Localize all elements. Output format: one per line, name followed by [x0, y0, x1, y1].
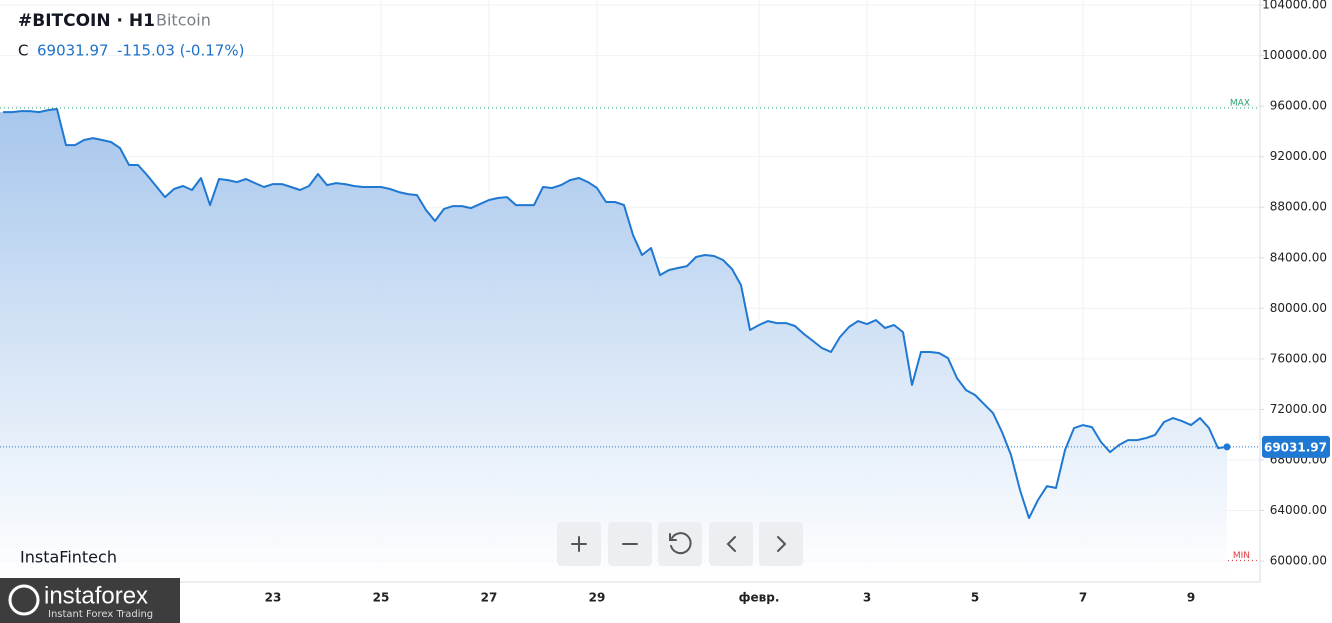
price-change: -115.03 (-0.17%) [117, 42, 244, 60]
y-tick-label: 88000.00 [1270, 200, 1327, 214]
logo-tagline: Instant Forex Trading [48, 609, 153, 620]
x-tick-label: 3 [863, 591, 871, 605]
y-tick-label: 60000.00 [1270, 554, 1327, 568]
x-tick-label: 27 [481, 591, 498, 605]
x-tick-label: 29 [589, 591, 606, 605]
max-line-label: MAX [1230, 99, 1250, 109]
logo-name: instaforex [44, 582, 148, 609]
x-tick-label: февр. [739, 591, 780, 605]
price-line [3, 108, 1228, 520]
watermark: InstaFintech [20, 548, 117, 567]
y-tick-label: 96000.00 [1270, 99, 1327, 113]
logo-box [0, 578, 180, 623]
chart-title: #BITCOIN · H1 [18, 11, 155, 31]
y-tick-label: 80000.00 [1270, 301, 1327, 315]
last-price: 69031.97 [37, 42, 109, 60]
y-tick-label: 100000.00 [1262, 48, 1327, 62]
y-tick-label: 92000.00 [1270, 149, 1327, 163]
reset-button[interactable] [658, 522, 702, 566]
chart-subtitle: Bitcoin [156, 11, 211, 30]
scroll-left-button[interactable] [709, 522, 753, 566]
y-tick-label: 64000.00 [1270, 503, 1327, 517]
x-tick-label: 7 [1079, 591, 1087, 605]
y-tick-label: 104000.00 [1262, 0, 1327, 12]
x-tick-label: 23 [265, 591, 282, 605]
last-point [1223, 443, 1231, 451]
y-tick-label: 76000.00 [1270, 351, 1327, 365]
price-prefix: C [18, 42, 28, 60]
area-fill [0, 109, 1227, 582]
logo-icon [8, 584, 40, 616]
x-tick-label: 5 [971, 591, 979, 605]
x-tick-label: 25 [373, 591, 390, 605]
y-tick-label: 72000.00 [1270, 402, 1327, 416]
zoom-in-button[interactable] [557, 522, 601, 566]
logo: instaforex Instant Forex Trading [0, 578, 180, 623]
scroll-right-button[interactable] [759, 522, 803, 566]
price-tag-label: 69031.97 [1264, 440, 1327, 454]
y-tick-label: 84000.00 [1270, 250, 1327, 264]
x-tick-label: 9 [1187, 591, 1195, 605]
price-tag [1262, 435, 1330, 458]
zoom-out-button[interactable] [608, 522, 652, 566]
min-line-label: MIN [1233, 551, 1250, 561]
zoom-controls [557, 522, 803, 566]
